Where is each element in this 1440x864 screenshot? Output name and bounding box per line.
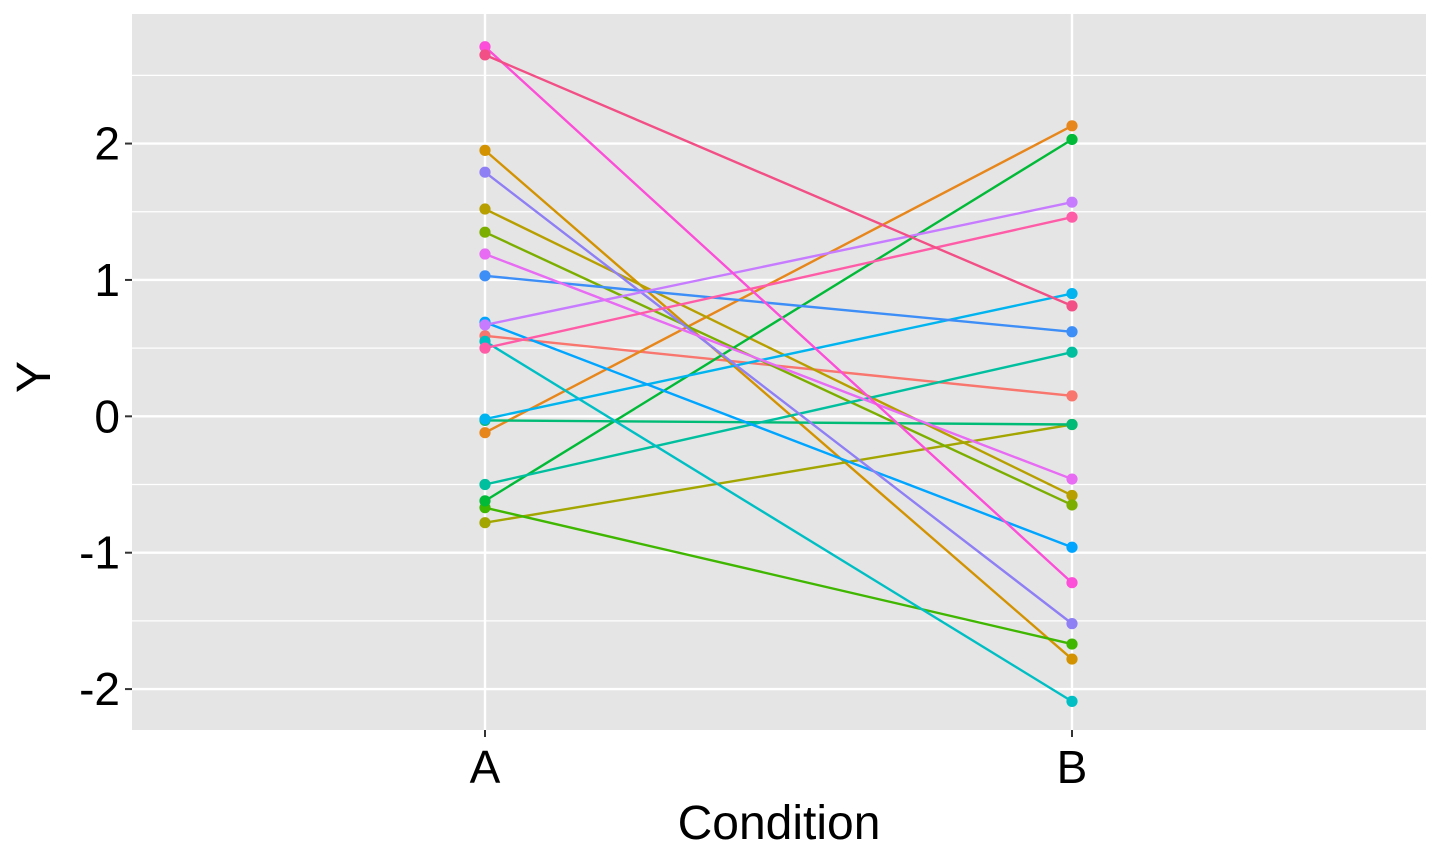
axis-ticks [125,142,1073,737]
data-point [479,166,491,178]
data-point [1066,489,1078,502]
y-tick-label: -2 [79,663,120,715]
data-point [479,49,491,61]
y-tick-label: 0 [94,390,120,442]
data-point [479,41,491,53]
data-point [479,226,491,238]
series-line [484,201,1073,327]
series-line [484,506,1073,646]
data-point [1066,346,1078,358]
series-points [479,41,1078,707]
series-line [484,252,1073,481]
series-line [484,340,1073,703]
data-point [479,478,491,491]
data-point [1066,499,1078,511]
series-lines [484,45,1073,703]
y-tick-label: -1 [79,527,120,579]
series-line [484,207,1073,497]
y-tick-label: 1 [94,254,120,306]
data-point [479,270,491,282]
series-line [484,124,1073,434]
data-point [479,413,491,425]
series-line [484,274,1073,333]
series-line [484,45,1073,584]
data-point [1066,300,1078,312]
series-line [484,321,1073,549]
y-tick-label: 2 [94,118,120,170]
data-point [479,248,491,260]
panel-background [132,14,1426,730]
data-point [479,319,491,331]
data-point [479,342,491,354]
data-point [1066,133,1078,146]
series-line [484,231,1073,507]
y-axis-title: Y [8,361,61,393]
series-line [484,149,1073,660]
grid-minor [132,74,1426,622]
data-point [1066,473,1078,485]
series-line [484,351,1073,486]
data-point [479,144,491,156]
series-line [484,419,1073,426]
data-point [1066,196,1078,208]
data-point [1066,390,1078,402]
data-point [1066,638,1078,650]
x-tick-label: B [1057,741,1088,793]
series-line [484,171,1073,625]
data-point [479,495,491,507]
data-point [1066,653,1078,665]
data-point [1066,287,1078,300]
data-point [1066,541,1078,553]
series-line [484,216,1073,350]
x-tick-label: A [470,741,501,793]
data-point [479,517,491,529]
series-line [484,292,1073,421]
data-point [1066,695,1078,707]
data-point [1066,211,1078,223]
data-point [1066,326,1078,338]
y-tick-labels: -2 -1 0 1 2 [79,118,120,716]
data-point [479,203,491,215]
data-point [479,427,491,439]
series-line [484,138,1073,502]
data-point [1066,120,1078,132]
data-point [1066,577,1078,589]
data-point [1066,618,1078,630]
data-point [1066,418,1078,431]
series-line [484,53,1073,307]
x-axis-title: Condition [678,797,881,850]
